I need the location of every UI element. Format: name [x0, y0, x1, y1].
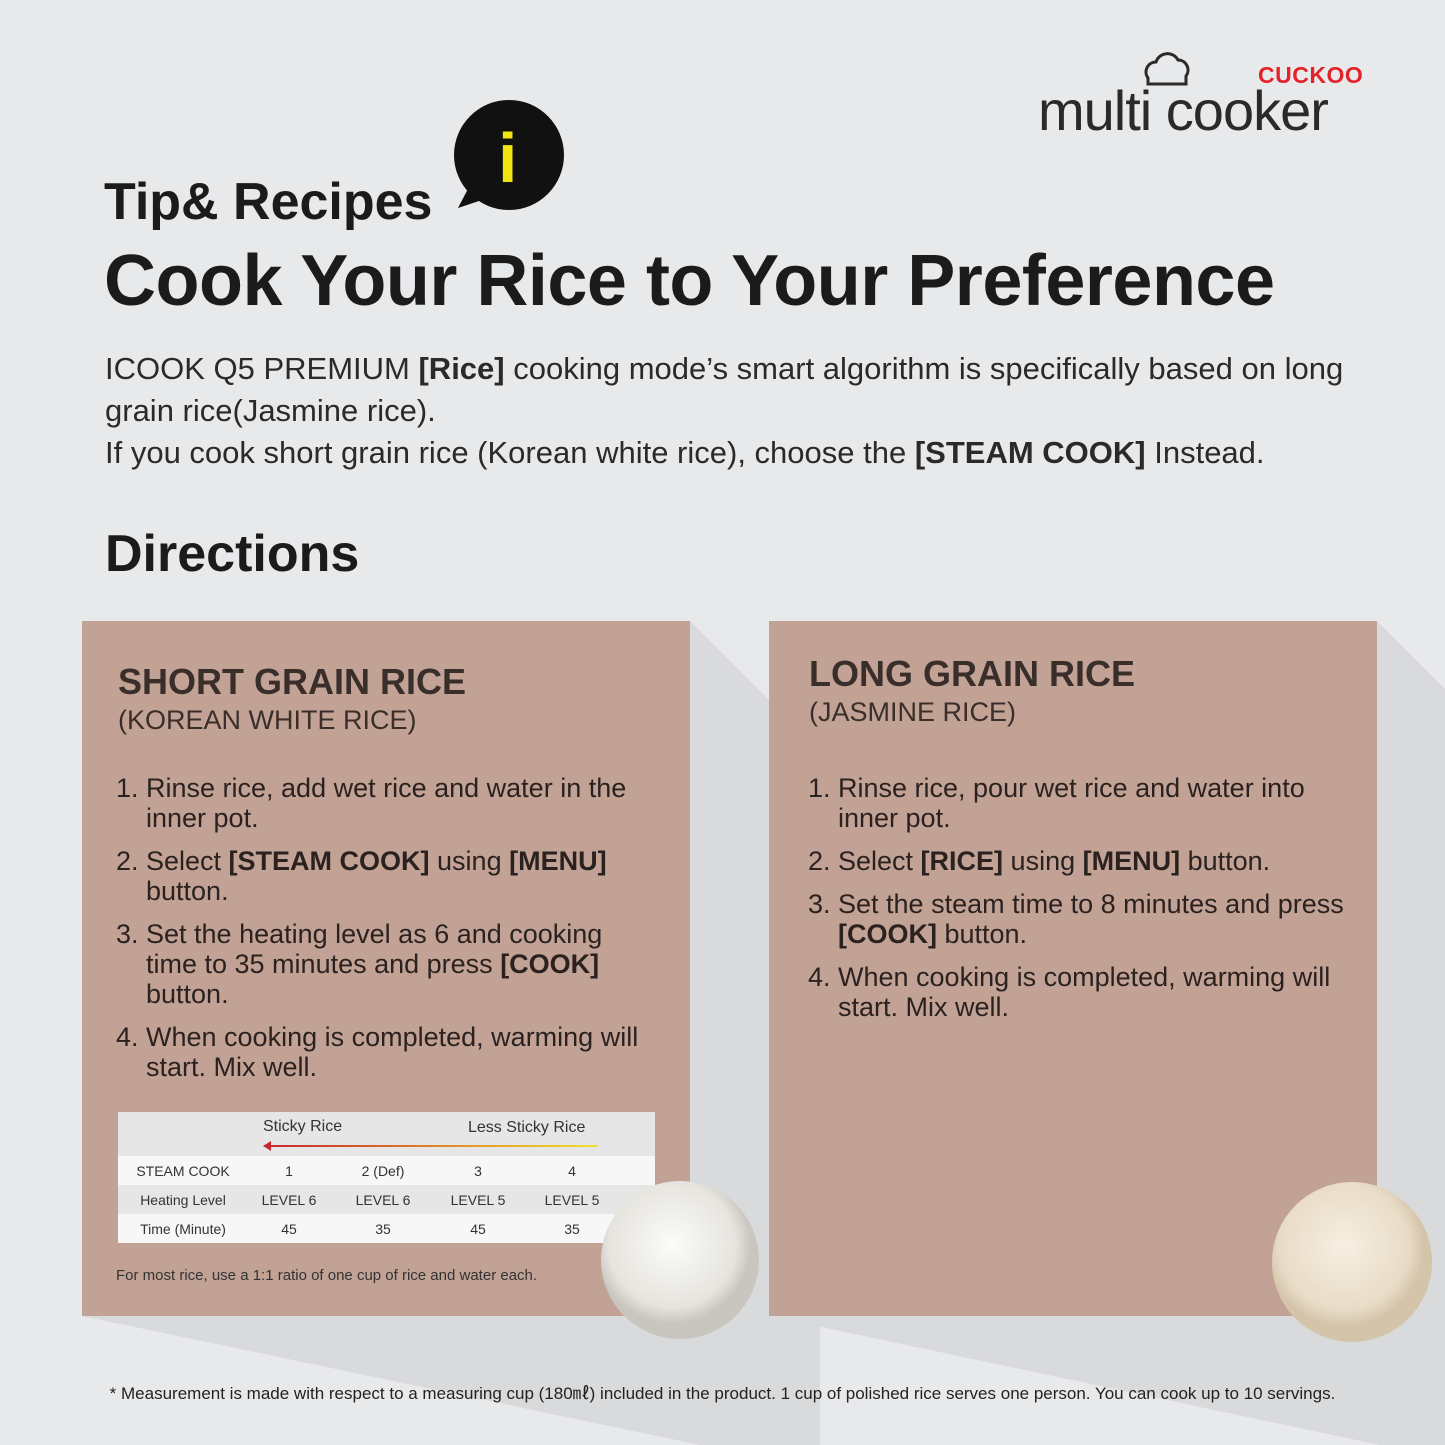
table-cell: 45: [470, 1221, 486, 1237]
bold-text: [MENU]: [1082, 846, 1181, 876]
table-cell: LEVEL 6: [261, 1192, 317, 1208]
step-text: Select [STEAM COOK] using [MENU] button.: [146, 846, 646, 906]
step: 2. Select [RICE] using [MENU] button.: [808, 846, 1358, 876]
text: Instead.: [1145, 435, 1265, 470]
text: Set the heating level as 6 and cooking t…: [146, 919, 603, 979]
text: When cooking is completed, warming will …: [838, 962, 1331, 1022]
text: using: [429, 846, 510, 876]
table-cell: 2 (Def): [361, 1163, 405, 1179]
bold-text: [STEAM COOK]: [914, 435, 1146, 470]
text: button.: [146, 979, 229, 1009]
text: button.: [936, 919, 1028, 949]
card: SHORT GRAIN RICE (KOREAN WHITE RICE) 1. Rin…: [82, 621, 690, 1316]
card-heading: SHORT GRAIN RICE (KOREAN WHITE RICE): [118, 661, 466, 736]
step-text: When cooking is completed, warming will …: [838, 962, 1358, 1022]
bold-text: [RICE]: [920, 846, 1004, 876]
intro-paragraph: ICOOK Q5 PREMIUM [Rice] cooking mode’s s…: [105, 348, 1385, 432]
brand-product: multi cooker: [1038, 79, 1329, 142]
table-cell: 45: [281, 1221, 297, 1237]
step-number: 4.: [116, 1022, 139, 1052]
table-cell: LEVEL 6: [355, 1192, 411, 1208]
directions-heading: Directions: [105, 525, 360, 583]
text: button.: [146, 876, 229, 906]
step-number: 3.: [808, 889, 831, 919]
arrow-head: [263, 1141, 271, 1151]
info-icon: i: [498, 119, 518, 197]
step: 3. Set the steam time to 8 minutes and pr…: [808, 889, 1358, 949]
intro-paragraph: If you cook short grain rice (Korean whi…: [105, 432, 1385, 474]
table-cell: Heating Level: [140, 1192, 226, 1208]
step-number: 1.: [808, 773, 831, 803]
card-subtitle: (KOREAN WHITE RICE): [118, 705, 417, 735]
text: Rinse rice, pour wet rice and water into…: [838, 773, 1305, 833]
text: Rinse rice, add wet rice and water in th…: [146, 773, 627, 833]
card-title: SHORT GRAIN RICE: [118, 661, 467, 702]
title: Cook Your Rice to Your Preference: [104, 241, 1275, 321]
table: Sticky Rice Less Sticky Rice STEAM COOK 1 2 …: [118, 1112, 655, 1243]
card-heading: LONG GRAIN RICE (JASMINE RICE): [809, 653, 1135, 728]
scale-left: Sticky Rice: [263, 1118, 343, 1135]
bold-text: [STEAM COOK]: [228, 846, 430, 876]
text: using: [1003, 846, 1083, 876]
intro: ICOOK Q5 PREMIUM [Rice] cooking mode’s s…: [105, 348, 1385, 474]
step-number: 3.: [116, 919, 139, 949]
step-number: 2.: [116, 846, 139, 876]
table-row: Heating Level LEVEL 6 LEVEL 6 LEVEL 5 LEVEL …: [118, 1185, 655, 1214]
table-cell: LEVEL 5: [544, 1192, 600, 1208]
step-text: When cooking is completed, warming will …: [146, 1022, 646, 1082]
step-number: 1.: [116, 773, 139, 803]
text: Select: [838, 846, 921, 876]
text: Select: [146, 846, 229, 876]
step-number: 2.: [808, 846, 831, 876]
table-row: STEAM COOK 1 2 (Def) 3 4: [118, 1156, 655, 1185]
step: 4. When cooking is completed, warming wil…: [116, 1022, 646, 1082]
table-cell: STEAM COOK: [136, 1163, 230, 1179]
step: 1. Rinse rice, pour wet rice and water in…: [808, 773, 1358, 833]
footnote: * Measurement is made with respect to a …: [109, 1384, 1336, 1403]
step: 1. Rinse rice, add wet rice and water in …: [116, 773, 646, 833]
table-cell: 1: [285, 1163, 293, 1179]
note: For most rice, use a 1:1 ratio of one cu…: [116, 1267, 538, 1284]
step-text: Set the steam time to 8 minutes and pres…: [838, 889, 1358, 949]
text: button.: [1180, 846, 1271, 876]
steps: 1. Rinse rice, pour wet rice and water in…: [808, 773, 1358, 1035]
step-text: Set the heating level as 6 and cooking t…: [146, 919, 646, 1009]
step-text: Select [RICE] using [MENU] button.: [838, 846, 1270, 876]
text: Set the steam time to 8 minutes and pres…: [838, 889, 1344, 919]
bold-text: [COOK]: [500, 949, 600, 979]
table-cell: 4: [568, 1163, 576, 1179]
step: 2. Select [STEAM COOK] using [MENU] butto…: [116, 846, 646, 906]
card: LONG GRAIN RICE (JASMINE RICE) 1. Rinse ric…: [769, 621, 1377, 1316]
card-title: LONG GRAIN RICE: [809, 653, 1136, 694]
bold-text: [COOK]: [838, 919, 937, 949]
table-cell: Time (Minute): [140, 1221, 226, 1237]
text: When cooking is completed, warming will …: [146, 1022, 639, 1082]
table-row: Time (Minute) 45 35 45 35: [118, 1214, 655, 1243]
step: 3. Set the heating level as 6 and cooking…: [116, 919, 646, 1009]
bold-text: [MENU]: [509, 846, 607, 876]
text: cooking mode’s smart algorithm is specif…: [105, 351, 1344, 428]
steps: 1. Rinse rice, add wet rice and water in …: [116, 773, 646, 1095]
kicker: Tip& Recipes: [104, 173, 433, 231]
bold-text: [Rice]: [418, 351, 505, 386]
step-text: Rinse rice, add wet rice and water in th…: [146, 773, 646, 833]
text: ICOOK Q5 PREMIUM: [105, 351, 419, 386]
scale-right: Less Sticky Rice: [468, 1119, 586, 1136]
table-cell: 3: [474, 1163, 482, 1179]
card-subtitle: (JASMINE RICE): [809, 697, 1017, 727]
brand-maker: CUCKOO: [1258, 62, 1364, 88]
text: If you cook short grain rice (Korean whi…: [105, 435, 915, 470]
table-cell: 35: [564, 1221, 580, 1237]
step: 4. When cooking is completed, warming wil…: [808, 962, 1358, 1022]
step-text: Rinse rice, pour wet rice and water into…: [838, 773, 1358, 833]
scale-arrow: [268, 1145, 598, 1147]
step-number: 4.: [808, 962, 831, 992]
table-cell: 35: [375, 1221, 391, 1237]
table-cell: LEVEL 5: [450, 1192, 506, 1208]
